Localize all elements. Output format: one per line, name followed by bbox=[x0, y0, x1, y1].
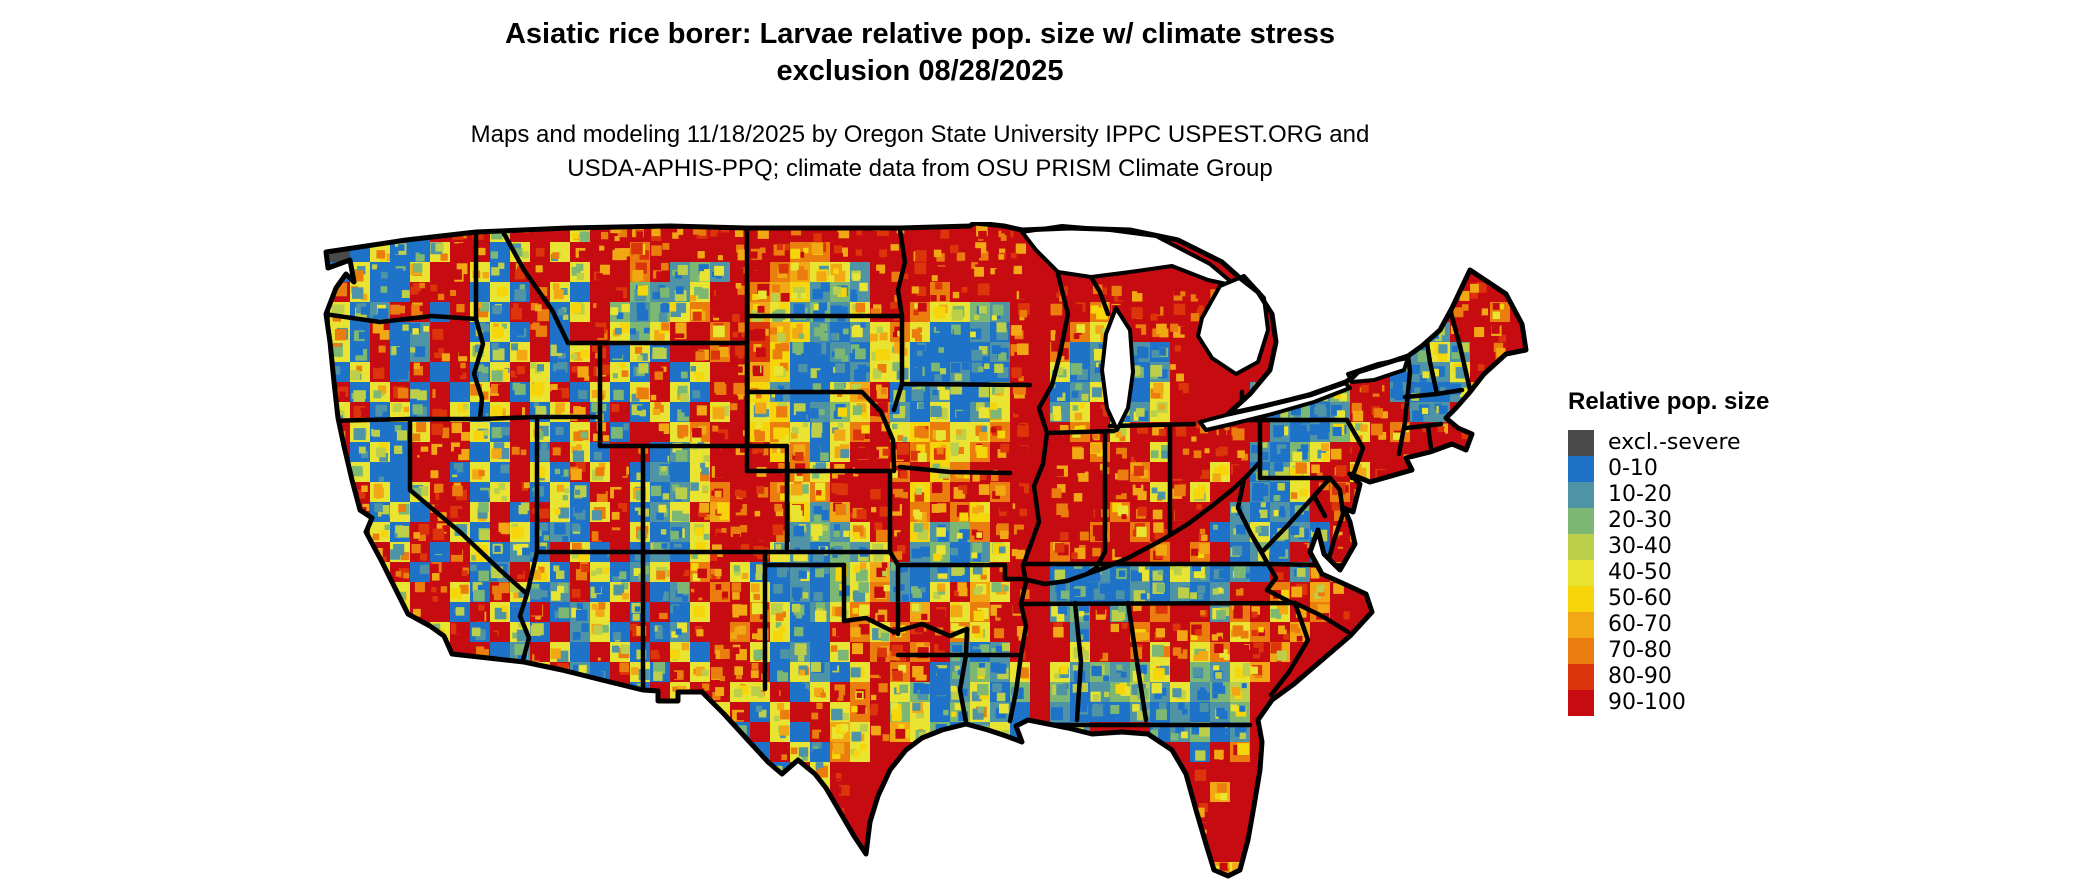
legend-swatch bbox=[1568, 534, 1594, 560]
title-line-1: Asiatic rice borer: Larvae relative pop.… bbox=[504, 18, 1336, 50]
legend-label: 40-50 bbox=[1608, 560, 1672, 585]
legend-swatch bbox=[1568, 430, 1594, 456]
legend-item: 20-30 bbox=[1568, 508, 1868, 534]
legend-item: 10-20 bbox=[1568, 482, 1868, 508]
legend-label: 0-10 bbox=[1608, 456, 1658, 481]
subtitle-line-1: Maps and modeling 11/18/2025 by Oregon S… bbox=[470, 121, 1370, 148]
legend-swatch bbox=[1568, 612, 1594, 638]
legend-item: 0-10 bbox=[1568, 456, 1868, 482]
legend-label: 60-70 bbox=[1608, 612, 1672, 637]
state-borders bbox=[326, 227, 1473, 744]
subtitle-line-2: USDA-APHIS-PPQ; climate data from OSU PR… bbox=[567, 155, 1273, 182]
legend-swatch bbox=[1568, 456, 1594, 482]
legend-item: 30-40 bbox=[1568, 534, 1868, 560]
legend-item: 80-90 bbox=[1568, 664, 1868, 690]
legend-item: 40-50 bbox=[1568, 560, 1868, 586]
legend-swatch bbox=[1568, 560, 1594, 586]
us-outline bbox=[323, 220, 1529, 879]
title-line-2: exclusion 08/28/2025 bbox=[776, 55, 1064, 87]
legend-swatch bbox=[1568, 508, 1594, 534]
legend-swatch bbox=[1568, 586, 1594, 612]
legend-label: 20-30 bbox=[1608, 508, 1672, 533]
legend-swatch bbox=[1568, 638, 1594, 664]
legend-label: 30-40 bbox=[1608, 534, 1672, 559]
legend-label: 90-100 bbox=[1608, 690, 1686, 715]
us-map bbox=[323, 220, 1529, 879]
legend-label: 80-90 bbox=[1608, 664, 1672, 689]
legend-label: 50-60 bbox=[1608, 586, 1672, 611]
legend-item: 60-70 bbox=[1568, 612, 1868, 638]
legend-label: 70-80 bbox=[1608, 638, 1672, 663]
legend: Relative pop. size excl.-severe 0-10 10-20… bbox=[1568, 388, 1868, 716]
page-title: Asiatic rice borer: Larvae relative pop.… bbox=[0, 16, 1840, 90]
legend-item: excl.-severe bbox=[1568, 430, 1868, 456]
map-container bbox=[310, 220, 1530, 882]
legend-swatch bbox=[1568, 664, 1594, 690]
map-subtitle: Maps and modeling 11/18/2025 by Oregon S… bbox=[0, 118, 1840, 186]
legend-title: Relative pop. size bbox=[1568, 388, 1770, 415]
legend-swatch bbox=[1568, 690, 1594, 716]
legend-item: 50-60 bbox=[1568, 586, 1868, 612]
legend-swatch bbox=[1568, 482, 1594, 508]
legend-item: 90-100 bbox=[1568, 690, 1868, 716]
legend-items: excl.-severe 0-10 10-20 20-30 30-40 40-50 50-6… bbox=[1568, 430, 1868, 716]
legend-item: 70-80 bbox=[1568, 638, 1868, 664]
legend-label: excl.-severe bbox=[1608, 430, 1741, 455]
legend-label: 10-20 bbox=[1608, 482, 1672, 507]
population-raster bbox=[326, 223, 1526, 876]
